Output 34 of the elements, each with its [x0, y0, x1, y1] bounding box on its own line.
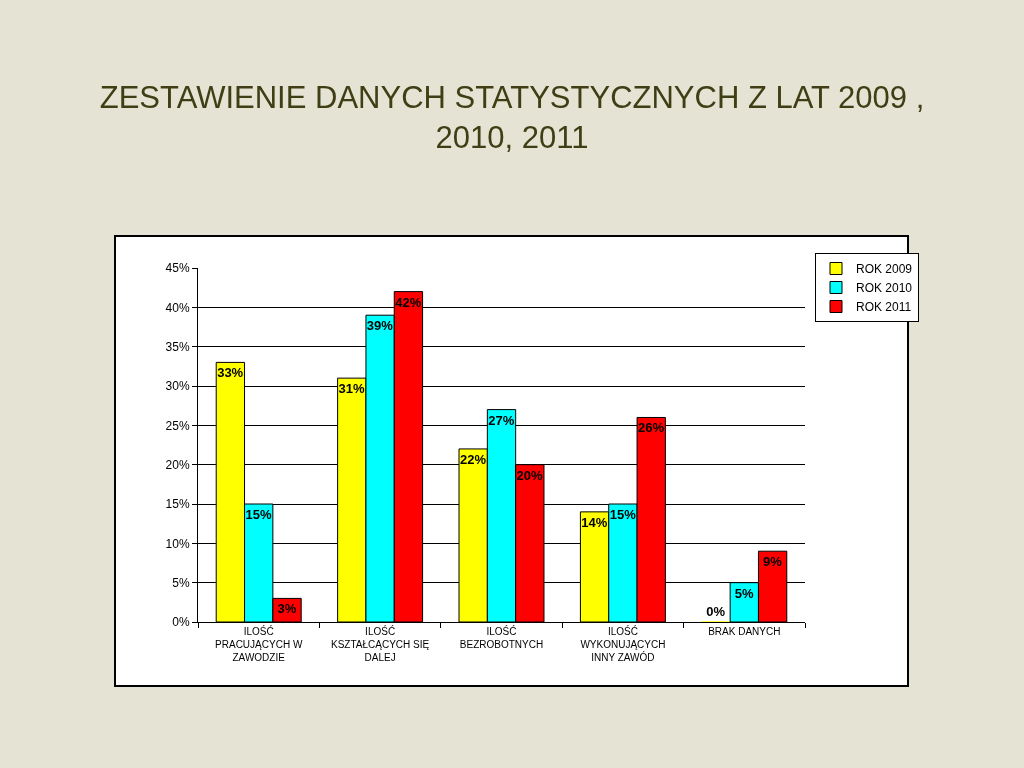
legend-label: ROK 2010 [856, 281, 913, 296]
data-label: 0% [706, 604, 726, 619]
data-label: 20% [516, 467, 544, 483]
data-label: 14% [581, 514, 608, 530]
y-tick-label: 10% [165, 536, 190, 551]
y-tick-label: 15% [165, 497, 190, 512]
y-tick-label: 30% [165, 379, 190, 394]
data-label: 15% [609, 507, 637, 522]
data-label: 9% [763, 554, 783, 570]
data-label: 33% [217, 365, 244, 381]
y-tick-label: 25% [165, 418, 190, 433]
data-label: 22% [459, 451, 487, 467]
x-tick-label: ILOŚĆ WYKONUJĄCYCH INNY ZAWÓD [580, 625, 666, 663]
y-tick-label: 40% [165, 300, 190, 315]
chart-title: ZESTAWIENIE DANYCH STATYSTYCZNYCH Z LAT 2009 , 2010, 2011 [99, 80, 925, 156]
x-tick-label: ILOŚĆ PRACUJĄCYCH W ZAWODZIE [215, 625, 303, 663]
y-tick-label: 5% [172, 575, 190, 590]
data-label: 27% [488, 412, 515, 428]
data-label: 42% [395, 294, 422, 310]
y-tick-label: 45% [165, 261, 190, 276]
data-label: 26% [637, 420, 665, 436]
y-tick-label: 20% [165, 457, 190, 472]
data-label: 31% [338, 381, 365, 397]
x-tick-label: ILOŚĆ KSZTAŁCĄCYCH SIĘ DALEJ [331, 625, 430, 663]
data-label: 5% [734, 585, 754, 601]
x-tick-label: ILOŚĆ BEZROBOTNYCH [459, 625, 544, 650]
legend-label: ROK 2011 [856, 300, 912, 315]
x-tick-label: BRAK DANYCH [708, 626, 781, 637]
y-tick-label: 35% [165, 339, 190, 354]
data-label: 15% [245, 507, 272, 522]
data-label: 39% [366, 318, 394, 334]
legend-label: ROK 2009 [856, 262, 913, 277]
y-tick-label: 0% [172, 615, 190, 630]
data-label: 3% [277, 601, 297, 617]
